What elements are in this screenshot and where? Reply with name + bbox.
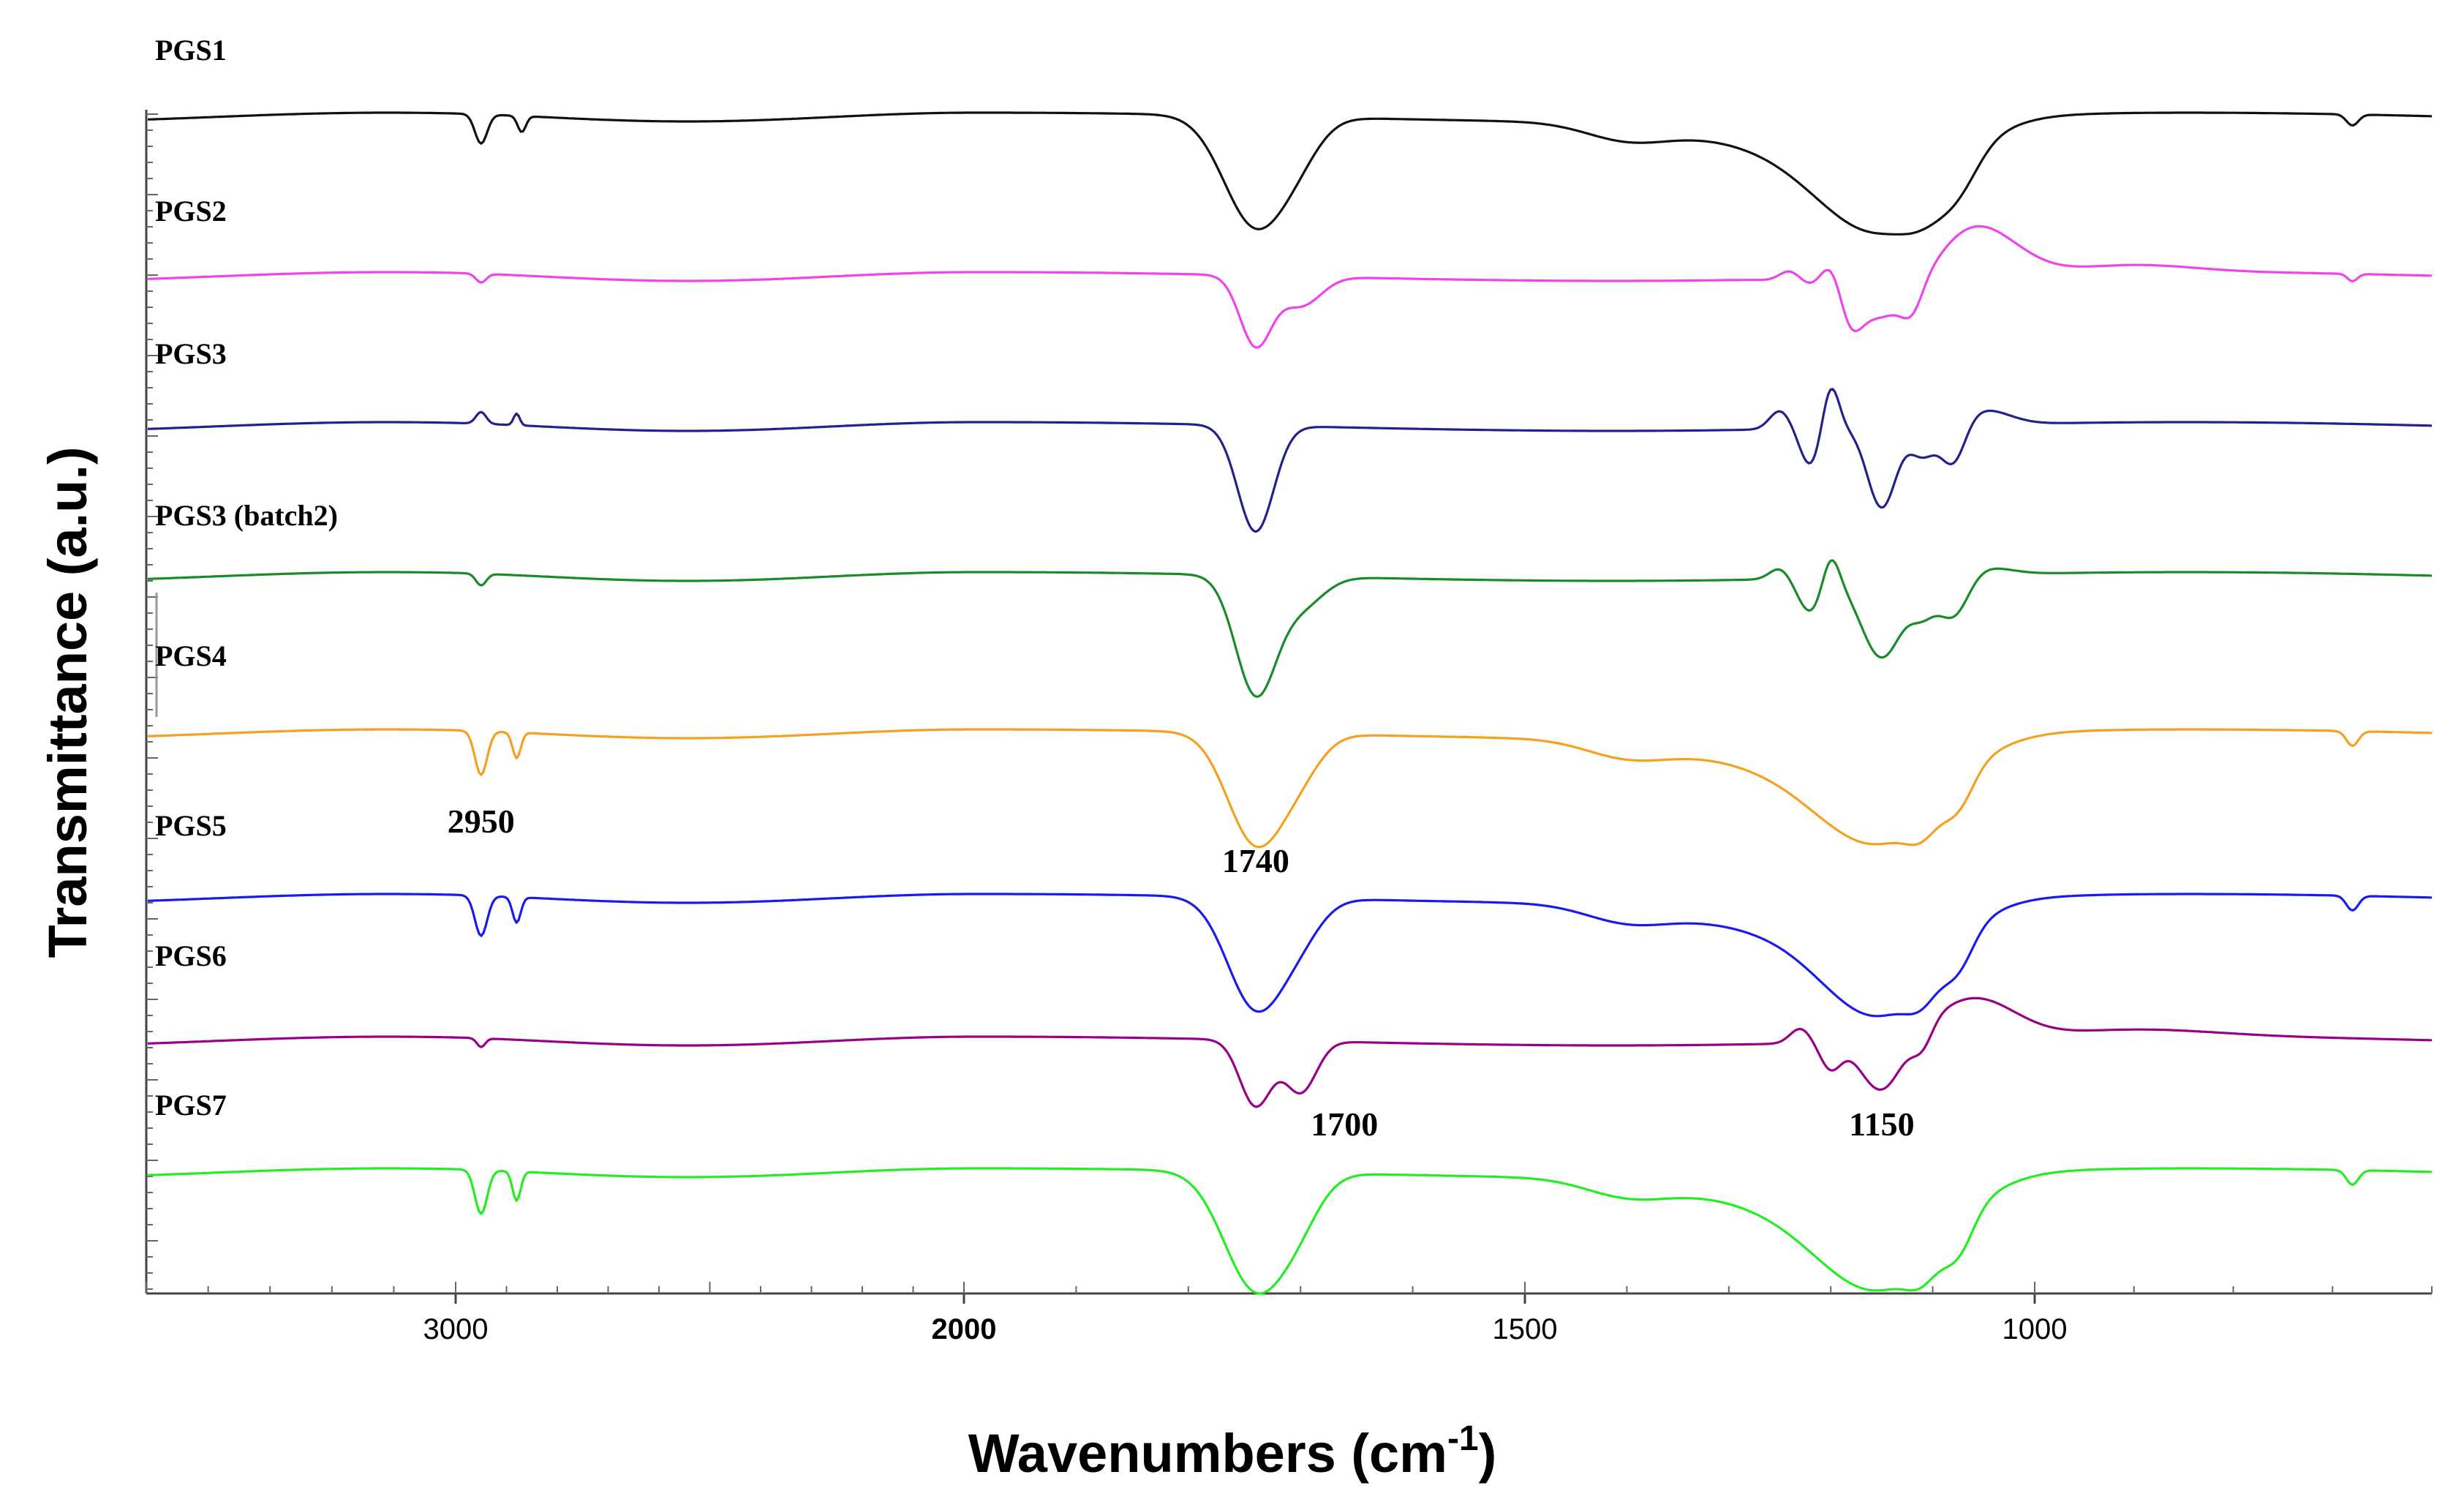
series-line-8 [147, 1167, 2433, 1295]
annotation-1740: 1740 [1222, 842, 1289, 879]
annotation-1150: 1150 [1849, 1105, 1914, 1143]
x-axis-title-main: Wavenumbers (cm [968, 1423, 1447, 1484]
x-tick-label-1500: 1500 [1493, 1313, 1558, 1345]
series-label-2: PGS2 [155, 195, 227, 228]
series-label-5: PGS4 [155, 639, 227, 672]
series-line-7 [147, 996, 2432, 1108]
series-group [147, 111, 2433, 1295]
x-tick-label-1000: 1000 [2003, 1313, 2068, 1345]
series-line-1 [147, 111, 2433, 236]
series-line-6 [147, 893, 2433, 1018]
x-axis-title: Wavenumbers (cm-1) [968, 1419, 1497, 1484]
x-tick-label-3000: 3000 [423, 1313, 489, 1345]
series-label-1: PGS1 [155, 34, 227, 67]
annotation-2950: 2950 [448, 803, 515, 840]
axes-group: 3000 2000 1500 1000 [145, 110, 2433, 1345]
series-line-4 [147, 559, 2433, 698]
x-axis-title-superscript: -1 [1447, 1419, 1479, 1458]
series-line-5 [147, 728, 2433, 849]
series-line-2 [147, 225, 2433, 349]
x-axis-title-close: ) [1479, 1423, 1497, 1484]
labels-group: PGS1 PGS2 PGS3 PGS3 (batch2) PGS4 PGS5 PGS6 PGS… [155, 34, 1915, 1143]
series-label-3: PGS3 [155, 337, 227, 370]
series-label-7: PGS6 [155, 939, 227, 972]
series-label-6: PGS5 [155, 809, 227, 842]
series-label-8: PGS7 [155, 1089, 227, 1122]
annotation-1700: 1700 [1311, 1105, 1378, 1143]
x-tick-label-2000: 2000 [932, 1313, 997, 1345]
series-label-4: PGS3 (batch2) [155, 499, 338, 532]
y-axis-title: Transmittance (a.u.) [37, 446, 98, 958]
series-line-3 [147, 388, 2433, 533]
